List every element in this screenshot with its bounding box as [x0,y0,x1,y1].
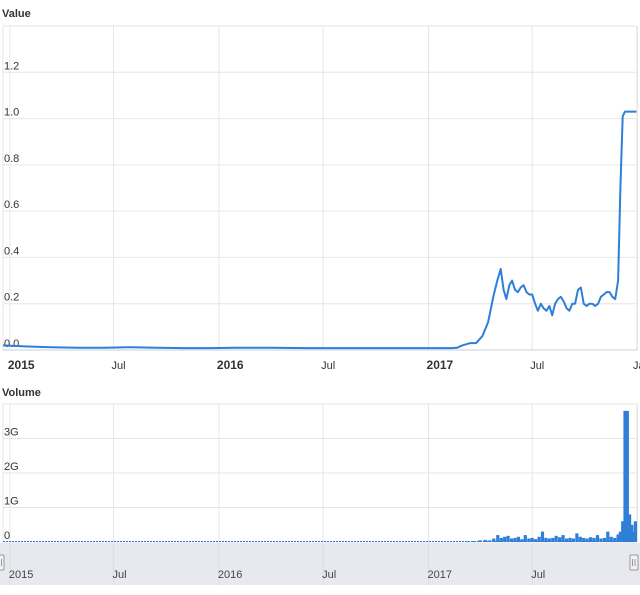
value-x-tick-label: Jul [530,360,544,372]
volume-bar [589,537,593,542]
volume-bar [527,538,531,542]
volume-bar [568,537,572,542]
value-x-tick-label: 2017 [427,358,454,372]
volume-bar [534,539,538,542]
volume-bar [551,537,555,542]
volume-bar [520,539,524,542]
volume-bar [547,538,551,542]
volume-bar [585,538,589,542]
volume-bar [613,537,617,542]
value-y-tick-label: 1.2 [4,60,19,72]
volume-bar [595,535,600,542]
value-x-tick-label: Ja [633,360,640,372]
volume-panel-title: Volume [2,387,41,399]
volume-y-axis: 0 1G 2G 3G [4,427,19,543]
volume-bar [575,533,579,542]
value-y-axis: 0.0 0.2 0.4 0.6 0.8 1.0 1.2 [4,60,19,350]
volume-bar [606,531,610,542]
volume-bar [554,535,558,542]
volume-bar [599,538,603,542]
navigator-tick-label: 2017 [428,569,452,581]
value-series-line [2,110,637,350]
volume-bar [630,524,634,543]
navigator-right-handle-icon[interactable] [629,554,639,571]
volume-bar [578,536,582,542]
navigator-tick-label: Jul [531,569,545,581]
volume-bar [478,540,482,542]
value-series [2,110,637,350]
volume-bar [540,531,545,542]
volume-bar [592,537,596,542]
volume-bar [582,537,586,542]
value-panel: Value 0.0 0.2 0.4 0.6 0.8 1.0 1.2 2015 Jul 2016 J… [2,8,640,372]
volume-bar [561,535,565,542]
value-grid [2,25,639,351]
volume-bar [510,538,514,542]
value-y-tick-label: 0.4 [4,245,19,257]
volume-grid [2,403,639,543]
volume-y-tick-label: 3G [4,427,19,439]
volume-bar [628,514,632,542]
volume-bar [571,538,575,542]
volume-bar [602,537,606,542]
value-x-tick-label: 2016 [217,358,244,372]
value-y-tick-label: 0.0 [4,338,19,350]
volume-bar [621,521,625,542]
navigator-left-handle-icon[interactable] [0,554,5,571]
navigator-tick-label: Jul [322,569,336,581]
navigator-selection[interactable] [0,543,640,585]
volume-bar [483,539,487,542]
volume-y-tick-label: 0 [4,530,10,542]
navigator-grid [9,543,533,585]
navigator-tick-label: 2015 [9,569,33,581]
volume-bar [633,521,637,542]
volume-bar [618,531,622,542]
volume-bar [471,541,475,542]
volume-bar [537,536,541,542]
value-x-tick-label: 2015 [8,358,35,372]
volume-bar [496,535,500,542]
value-x-tick-label: Jul [321,360,335,372]
volume-y-tick-label: 2G [4,461,19,473]
volume-bar [513,537,517,542]
volume-panel: Volume 0 1G 2G 3G [2,387,639,543]
volume-bar [465,541,470,542]
value-y-tick-label: 0.6 [4,199,19,211]
volume-bar [523,535,527,542]
value-panel-title: Value [2,8,31,20]
volume-bar [506,535,510,542]
volume-bar [503,536,507,542]
value-y-tick-label: 0.2 [4,292,19,304]
volume-bar [492,538,496,542]
navigator-x-axis: 2015 Jul 2016 Jul 2017 Jul [9,569,545,581]
volume-bar [625,410,629,542]
navigator-tick-label: Jul [113,569,127,581]
volume-series [465,410,637,543]
volume-bar [565,538,569,542]
volume-bar [623,410,627,542]
volume-bar [616,534,620,542]
navigator[interactable]: 2015 Jul 2016 Jul 2017 Jul [0,543,640,585]
navigator-background [0,543,640,585]
value-y-tick-label: 1.0 [4,107,19,119]
volume-bar [544,537,548,542]
navigator-tick-label: 2016 [218,569,242,581]
volume-bar [516,536,520,542]
value-plot-border [2,25,638,351]
volume-bar [558,537,562,542]
volume-bar [609,536,613,542]
volume-bar [488,540,492,542]
volume-bar [499,537,503,542]
value-y-tick-label: 0.8 [4,153,19,165]
value-x-axis: 2015 Jul 2016 Jul 2017 Jul Ja [8,358,640,372]
volume-y-tick-label: 1G [4,496,19,508]
volume-bar [530,537,534,542]
value-x-tick-label: Jul [112,360,126,372]
